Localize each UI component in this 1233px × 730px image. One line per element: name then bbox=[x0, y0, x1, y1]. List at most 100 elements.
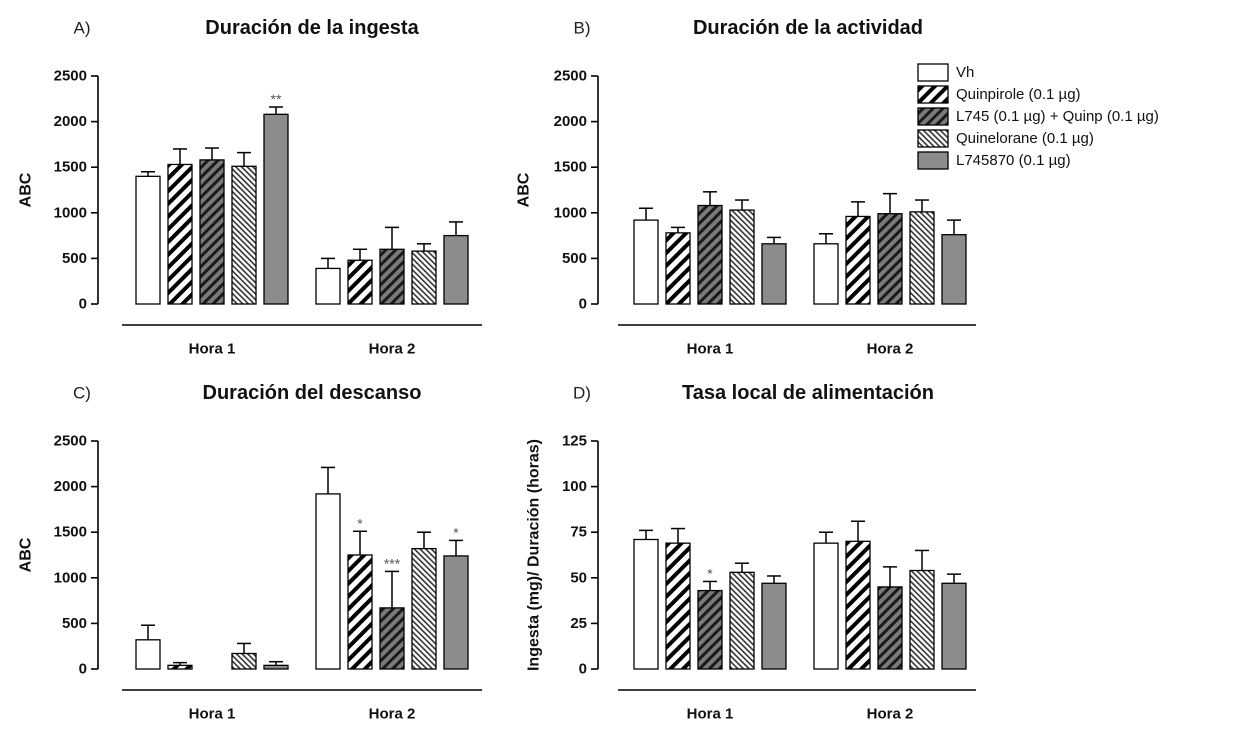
bar bbox=[379, 248, 405, 305]
y-axis-title: ABC bbox=[18, 537, 35, 572]
legend-swatch bbox=[917, 129, 949, 148]
legend-swatch bbox=[917, 85, 949, 104]
y-tick-label: 1000 bbox=[554, 204, 587, 221]
significance-marker: * bbox=[357, 515, 363, 531]
bar bbox=[411, 250, 437, 305]
bar bbox=[443, 555, 469, 670]
bar bbox=[697, 589, 723, 670]
legend-swatch bbox=[917, 107, 949, 126]
y-tick-label: 2000 bbox=[54, 113, 87, 130]
bar bbox=[941, 234, 967, 305]
x-tick-label: Hora 2 bbox=[867, 341, 914, 358]
bar bbox=[315, 267, 341, 305]
chart-panel-2: B) Duración de la actividad 0 500 1000 1500 20… bbox=[516, 17, 976, 358]
y-tick-label: 500 bbox=[62, 615, 87, 632]
bar bbox=[909, 211, 935, 305]
y-tick-label: 0 bbox=[579, 296, 587, 313]
panel-label: C) bbox=[73, 384, 91, 403]
bar bbox=[167, 163, 193, 305]
bar bbox=[813, 542, 839, 670]
y-tick-label: 2500 bbox=[54, 68, 87, 85]
y-tick-label: 75 bbox=[570, 524, 587, 541]
panel-label: A) bbox=[74, 19, 91, 38]
chart-panel-1: A) Duración de la ingesta 0 500 1000 1500 2000… bbox=[18, 17, 482, 358]
y-axis-title: ABC bbox=[18, 172, 35, 207]
x-tick-label: Hora 1 bbox=[687, 341, 734, 358]
bar bbox=[697, 204, 723, 305]
y-tick-label: 500 bbox=[62, 250, 87, 267]
bar bbox=[845, 540, 871, 670]
chart-title: Tasa local de alimentación bbox=[682, 382, 934, 404]
y-tick-label: 2000 bbox=[554, 113, 587, 130]
bar bbox=[379, 607, 405, 670]
y-tick-label: 1500 bbox=[54, 159, 87, 176]
bar bbox=[199, 159, 225, 305]
chart-title: Duración de la ingesta bbox=[205, 17, 419, 39]
x-tick-label: Hora 2 bbox=[369, 706, 416, 723]
chart-panel-3: C) Duración del descanso 0 500 1000 1500 2000 2… bbox=[18, 382, 482, 723]
bar bbox=[761, 243, 787, 305]
x-tick-label: Hora 1 bbox=[687, 706, 734, 723]
bar bbox=[665, 542, 691, 670]
chart-title: Duración del descanso bbox=[203, 382, 422, 404]
panel-label: B) bbox=[574, 19, 591, 38]
y-tick-label: 50 bbox=[570, 569, 587, 586]
bar bbox=[263, 664, 289, 670]
bar bbox=[729, 571, 755, 670]
legend-label: Vh bbox=[956, 64, 974, 81]
legend-label: Quinpirole (0.1 µg) bbox=[956, 86, 1081, 103]
y-axis-title: ABC bbox=[516, 172, 533, 207]
bar bbox=[443, 234, 469, 305]
chart-panel-4: D) Tasa local de alimentación 0 25 50 75 100 12… bbox=[526, 382, 976, 723]
legend: Vh Quinpirole (0.1 µg) L745 (0.1 µg) + Qui… bbox=[917, 63, 1159, 170]
y-tick-label: 2500 bbox=[54, 433, 87, 450]
bar bbox=[909, 569, 935, 670]
x-tick-label: Hora 2 bbox=[369, 341, 416, 358]
legend-swatch bbox=[917, 151, 949, 170]
y-tick-label: 100 bbox=[562, 478, 587, 495]
bar bbox=[315, 493, 341, 670]
bar bbox=[347, 259, 373, 305]
y-tick-label: 1500 bbox=[54, 524, 87, 541]
bar bbox=[761, 582, 787, 670]
y-tick-label: 1000 bbox=[54, 569, 87, 586]
bar bbox=[231, 165, 257, 305]
x-tick-label: Hora 2 bbox=[867, 706, 914, 723]
significance-marker: * bbox=[707, 565, 713, 581]
legend-item: Vh bbox=[917, 63, 974, 82]
bar bbox=[633, 538, 659, 670]
bar bbox=[665, 232, 691, 305]
significance-marker: *** bbox=[384, 555, 401, 571]
legend-item: L745 (0.1 µg) + Quinp (0.1 µg) bbox=[917, 107, 1159, 126]
bar bbox=[263, 113, 289, 305]
bar bbox=[135, 639, 161, 670]
bar bbox=[411, 547, 437, 670]
y-tick-label: 2500 bbox=[554, 68, 587, 85]
y-tick-label: 125 bbox=[562, 433, 587, 450]
legend-label: L745870 (0.1 µg) bbox=[956, 152, 1071, 169]
legend-item: L745870 (0.1 µg) bbox=[917, 151, 1071, 170]
bar bbox=[877, 213, 903, 305]
x-tick-label: Hora 1 bbox=[189, 706, 236, 723]
bar bbox=[729, 209, 755, 305]
y-tick-label: 1500 bbox=[554, 159, 587, 176]
legend-label: L745 (0.1 µg) + Quinp (0.1 µg) bbox=[956, 108, 1159, 125]
bar bbox=[813, 243, 839, 305]
bar bbox=[877, 586, 903, 670]
y-tick-label: 0 bbox=[79, 296, 87, 313]
bar bbox=[231, 652, 257, 670]
y-tick-label: 0 bbox=[579, 661, 587, 678]
x-tick-label: Hora 1 bbox=[189, 341, 236, 358]
y-tick-label: 1000 bbox=[54, 204, 87, 221]
y-tick-label: 25 bbox=[570, 615, 587, 632]
bar bbox=[941, 582, 967, 670]
legend-item: Quinelorane (0.1 µg) bbox=[917, 129, 1094, 148]
chart-title: Duración de la actividad bbox=[693, 17, 923, 39]
y-axis-title: Ingesta (mg)/ Duración (horas) bbox=[526, 439, 543, 671]
legend-item: Quinpirole (0.1 µg) bbox=[917, 85, 1081, 104]
y-tick-label: 2000 bbox=[54, 478, 87, 495]
legend-swatch bbox=[917, 63, 949, 82]
bar bbox=[167, 664, 193, 670]
significance-marker: ** bbox=[271, 91, 282, 107]
